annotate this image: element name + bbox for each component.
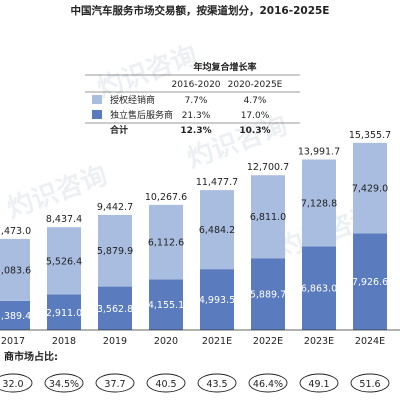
chart-title: 中国汽车服务市场交易额，按渠道划分，2016-2025E: [71, 4, 330, 17]
share-oval: [350, 373, 390, 393]
legend-table: 年均复合增长率 2016-2020 2020-2025E 授权经销商 7.7% 4.7% 独…: [85, 61, 300, 136]
bar-segment-independent: [200, 269, 234, 330]
legend-cagr-value: 10.3%: [239, 126, 270, 136]
legend-swatch: [92, 110, 102, 119]
data-label-authorized: 6,484.2: [199, 225, 235, 236]
data-label-independent: 5,889.7: [250, 290, 286, 301]
share-value: 49.1: [308, 379, 329, 390]
share-oval: [299, 373, 339, 393]
data-label-independent: 6,863.0: [301, 284, 337, 295]
x-tick-label: 2022E: [253, 336, 283, 347]
bar-segment-authorized: [200, 190, 234, 270]
x-tick-label: 2024E: [355, 336, 385, 347]
share-value: 32.0: [2, 379, 23, 390]
bar-segment-authorized: [149, 204, 183, 280]
bar-segment-independent: [98, 286, 132, 330]
share-label: 商市场占比:: [4, 350, 58, 363]
share-value: 37.7: [104, 379, 125, 390]
data-label-independent: 2,389.4: [0, 311, 31, 322]
bar-segment-authorized: [98, 214, 132, 287]
x-tick-label: 2019: [103, 336, 127, 347]
data-label-authorized: 7,128.8: [301, 198, 337, 209]
share-value: 46.4%: [253, 379, 283, 390]
share-oval: [95, 373, 135, 393]
x-tick-label: 2017: [1, 336, 25, 347]
data-label-authorized: 5,879.9: [97, 246, 133, 257]
share-value: 51.6: [359, 379, 380, 390]
share-value: 34.5%: [49, 379, 79, 390]
data-label-independent: 7,926.6: [352, 277, 388, 288]
share-row: 商市场占比: 32.0 34.5% 37.7 40.5 43.5 46.4% 49.1 51.6: [0, 350, 390, 393]
data-label-authorized: 5,526.4: [46, 256, 82, 267]
data-label-independent: 4,993.5: [199, 295, 235, 306]
total-label: 13,991.7: [298, 146, 340, 157]
share-oval: [197, 373, 237, 393]
x-tick-label: 2023E: [304, 336, 334, 347]
bar-segment-authorized: [353, 142, 387, 234]
bar-segment-authorized: [251, 175, 285, 259]
legend-cagr-value: 7.7%: [185, 96, 208, 106]
total-label: 15,355.7: [349, 130, 391, 141]
share-value: 43.5: [206, 379, 227, 390]
legend-row-label: 独立售后服务商: [110, 109, 173, 121]
x-tick-label: 2018: [52, 336, 76, 347]
bar-segment-independent: [251, 258, 285, 330]
total-label: 8,437.4: [46, 214, 82, 225]
bar-segment-independent: [302, 246, 336, 330]
share-oval: [248, 373, 288, 393]
data-label-independent: 3,562.8: [97, 304, 133, 315]
legend-column-header: 2016-2020: [171, 80, 220, 90]
bar-segment-authorized: [0, 238, 30, 301]
total-label: 7,473.0: [0, 226, 31, 237]
data-label-authorized: 6,811.0: [250, 212, 286, 223]
bar-segment-authorized: [302, 159, 336, 247]
legend-cagr-value: 21.3%: [182, 111, 211, 121]
bar-segment-independent: [0, 300, 30, 330]
legend-cagr-value: 17.0%: [241, 111, 270, 121]
share-oval: [0, 373, 33, 393]
data-label-authorized: 6,112.6: [148, 238, 184, 249]
x-tick-label: 2020: [154, 336, 178, 347]
share-oval: [44, 373, 84, 393]
total-label: 11,477.7: [196, 177, 238, 188]
total-label: 12,700.7: [247, 162, 289, 173]
legend-title: 年均复合增长率: [193, 61, 256, 73]
total-label: 9,442.7: [97, 202, 133, 213]
share-oval: [146, 373, 186, 393]
legend-row-label: 授权经销商: [110, 94, 155, 106]
share-value: 40.5: [155, 379, 176, 390]
data-label-authorized: 5,083.6: [0, 265, 31, 276]
legend-row-label: 合计: [110, 124, 128, 136]
legend-column-header: 2020-2025E: [228, 80, 283, 90]
x-tick-label: 2021E: [202, 336, 232, 347]
legend-cagr-value: 12.3%: [180, 126, 211, 136]
data-label-independent: 4,155.1: [148, 300, 184, 311]
bar-segment-independent: [149, 279, 183, 330]
bar-segment-independent: [47, 294, 81, 330]
data-label-authorized: 7,429.0: [352, 184, 388, 195]
legend-cagr-value: 4.7%: [244, 96, 267, 106]
data-label-independent: 2,911.0: [46, 308, 82, 319]
legend-swatch: [92, 95, 102, 104]
bar-segment-independent: [353, 233, 387, 330]
watermark-text: 灼识咨询: [93, 40, 201, 105]
total-label: 10,267.6: [145, 192, 187, 203]
bar-segment-authorized: [47, 227, 81, 295]
bars-group: 2,389.4 5,083.6 7,473.0 2017 2,911.0 5,526.4 8…: [0, 130, 400, 347]
